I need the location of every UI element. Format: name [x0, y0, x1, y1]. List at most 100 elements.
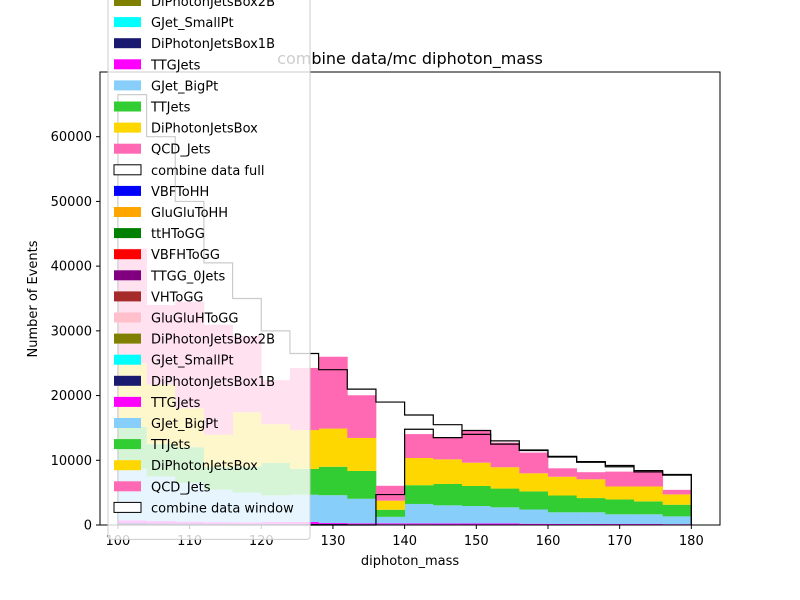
bar-diphotonjetsbox-bin-14	[519, 473, 549, 492]
legend-entry-diphotonjetsbox1b-swatch	[114, 38, 141, 49]
bar-ttgjets-bin-10	[404, 523, 434, 525]
bar-qcd-jets-bin-16	[576, 472, 606, 480]
legend-entry-vbftohh-label: VBFToHH	[151, 185, 209, 200]
chart-title: combine data/mc diphoton_mass	[277, 49, 543, 69]
legend-entry-gjet-smallpt-label: GJet_SmallPt	[151, 354, 234, 369]
bar-gjet-bigpt-bin-10	[404, 503, 434, 524]
legend-entry-ttjets-label: TTJets	[150, 101, 191, 116]
bar-diphotonjetsbox-bin-8	[347, 437, 377, 471]
bar-diphotonjetsbox-bin-18	[633, 486, 664, 502]
legend-entry-gjet-smallpt-label: GJet_SmallPt	[151, 16, 234, 31]
bar-diphotonjetsbox-bin-13	[490, 467, 520, 489]
legend-entry-diphotonjetsbox1b-label: DiPhotonJetsBox1B	[151, 375, 275, 390]
bar-diphotonjetsbox-bin-10	[404, 458, 434, 486]
legend-entry-qcd-jets-label: QCD_Jets	[151, 143, 211, 158]
x-tick-label: 140	[392, 534, 417, 549]
legend-entry-glugluhtogg-swatch	[114, 312, 141, 323]
legend-entry-combine-data-full-swatch	[113, 164, 142, 176]
x-tick-label: 170	[607, 534, 632, 549]
legend-entry-diphotonjetsbox2b-label: DiPhotonJetsBox2B	[151, 0, 275, 10]
bar-ttgjets-bin-7	[318, 523, 348, 525]
x-axis-label: diphoton_mass	[361, 554, 460, 569]
legend-entry-qcd-jets-swatch	[114, 481, 141, 492]
legend-box	[107, 0, 311, 540]
x-tick-label: 180	[679, 534, 704, 549]
bar-qcd-jets-bin-9	[375, 485, 406, 501]
bar-ttjets-bin-18	[633, 501, 664, 515]
legend-entry-combine-data-full-label: combine data full	[151, 164, 264, 179]
legend-entry-gjet-bigpt-label: GJet_BigPt	[151, 417, 218, 432]
bar-diphotonjetsbox-bin-19	[662, 494, 692, 505]
legend-entry-diphotonjetsbox-label: DiPhotonJetsBox	[151, 459, 258, 474]
bar-gjet-bigpt-bin-13	[490, 507, 520, 524]
bar-ttgjets-bin-8	[347, 523, 377, 525]
y-tick-label: 30000	[51, 324, 92, 339]
bar-ttgjets-bin-12	[461, 523, 492, 525]
bar-ttgjets-bin-16	[576, 523, 606, 525]
bar-diphotonjetsbox-bin-7	[318, 428, 348, 467]
bar-ttjets-bin-13	[490, 488, 520, 508]
legend-entry-vhtogg-swatch	[114, 291, 141, 302]
axes-frame	[99, 71, 721, 526]
y-tick-label: 50000	[51, 195, 92, 210]
bar-ttjets-bin-8	[347, 470, 377, 499]
bar-ttgjets-bin-9	[375, 523, 406, 525]
x-tick-label: 160	[536, 534, 561, 549]
y-tick-label: 10000	[51, 454, 92, 469]
x-tick-label: 130	[321, 534, 346, 549]
bar-ttjets-bin-7	[318, 466, 348, 496]
bar-gjet-bigpt-bin-7	[318, 495, 348, 524]
legend-entry-gluglutohh-label: GluGluToHH	[151, 206, 228, 221]
bar-qcd-jets-bin-18	[633, 470, 664, 487]
legend-entry-vhtogg-label: VHToGG	[151, 290, 204, 305]
legend-entry-diphotonjetsbox2b-swatch	[114, 0, 141, 6]
legend-entry-vbfhtogg-label: VBFHToGG	[151, 248, 220, 263]
bar-qcd-jets-bin-12	[461, 430, 492, 463]
bar-qcd-jets-bin-7	[318, 356, 348, 429]
bar-gjet-bigpt-bin-16	[576, 512, 606, 524]
bar-gjet-bigpt-bin-17	[605, 514, 635, 525]
legend-entry-diphotonjetsbox2b-swatch	[114, 333, 141, 344]
bar-diphotonjetsbox-bin-11	[433, 459, 463, 484]
legend-entry-ttgg-0jets-swatch	[114, 270, 141, 281]
legend-entry-diphotonjetsbox-swatch	[114, 122, 141, 133]
bar-diphotonjetsbox-bin-9	[375, 500, 406, 510]
bar-gjet-bigpt-bin-11	[433, 505, 463, 524]
bar-ttjets-bin-12	[461, 485, 492, 507]
x-tick-label: 150	[464, 534, 489, 549]
legend-entry-qcd-jets-label: QCD_Jets	[151, 480, 211, 495]
bar-qcd-jets-bin-8	[347, 395, 377, 438]
bar-diphotonjetsbox-bin-12	[461, 462, 492, 486]
legend-entry-ttgjets-swatch	[114, 396, 141, 407]
legend-entry-diphotonjetsbox-swatch	[114, 460, 141, 471]
bar-ttjets-bin-10	[404, 485, 434, 504]
bar-ttgjets-bin-15	[547, 523, 578, 525]
bar-ttgjets-bin-13	[490, 523, 520, 525]
bar-ttgjets-bin-17	[605, 524, 635, 525]
bar-qcd-jets-bin-10	[404, 434, 434, 459]
legend-entry-glugluhtogg-label: GluGluHToGG	[151, 312, 238, 327]
legend-entry-vbfhtogg-swatch	[114, 249, 141, 260]
bar-qcd-jets-bin-11	[433, 437, 463, 460]
bar-ttjets-bin-14	[519, 491, 549, 510]
y-tick-label: 60000	[51, 130, 92, 145]
bar-qcd-jets-bin-17	[605, 471, 635, 487]
bar-gjet-bigpt-bin-8	[347, 498, 377, 524]
y-tick-label: 20000	[51, 389, 92, 404]
legend-entry-diphotonjetsbox1b-label: DiPhotonJetsBox1B	[151, 37, 275, 52]
legend: DiPhotonJetsBox2B GJet_SmallPt DiPhotonJet…	[107, 0, 311, 540]
bar-gjet-bigpt-bin-18	[633, 514, 664, 525]
legend-entry-combine-data-window-swatch	[113, 501, 142, 513]
bar-ttjets-bin-11	[433, 483, 463, 506]
legend-entry-vbftohh-swatch	[114, 185, 141, 196]
legend-entry-ttgg-0jets-label: TTGG_0Jets	[150, 269, 226, 284]
legend-entry-gjet-bigpt-swatch	[114, 418, 141, 428]
legend-entry-diphotonjetsbox-label: DiPhotonJetsBox	[151, 122, 258, 137]
bar-gjet-bigpt-bin-14	[519, 509, 549, 524]
bar-gjet-bigpt-bin-12	[461, 506, 492, 524]
bar-diphotonjetsbox-bin-17	[605, 486, 635, 500]
y-axis-label: Number of Events	[26, 240, 41, 357]
bar-ttjets-bin-19	[662, 504, 692, 517]
bar-qcd-jets-bin-19	[662, 489, 692, 495]
